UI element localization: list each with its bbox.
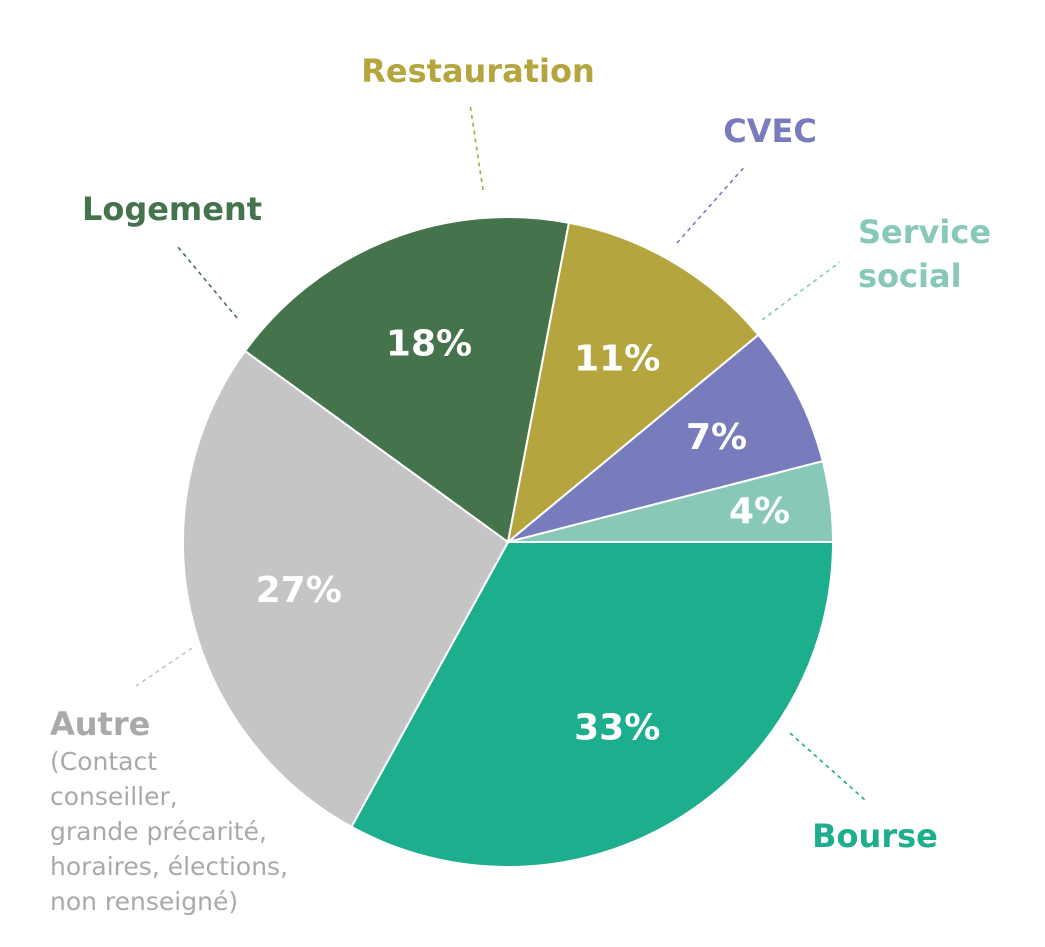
category-label-service-social-line-1: Service [858, 213, 991, 251]
leader-line-logement [177, 246, 238, 319]
category-label-service-social-line-2: social [858, 257, 962, 295]
pie-slice-service-social [507, 459, 835, 543]
category-label-restauration: Restauration [361, 52, 594, 90]
leader-line-service-social [761, 261, 841, 321]
autre-note-line-1: (Contact [50, 747, 157, 776]
autre-note-line-5: non renseigné) [50, 887, 238, 916]
percentage-label-bourse: 33% [574, 708, 660, 749]
pie-slice-cvec [507, 333, 825, 543]
autre-note-line-2: conseiller, [50, 782, 178, 811]
pie-slice-logement [243, 216, 571, 544]
pie-slice-autre [182, 349, 510, 829]
percentage-label-cvec: 7% [686, 417, 747, 458]
autre-note-line-3: grande précarité, [50, 817, 267, 846]
pie-slice-bourse [350, 541, 835, 868]
leader-line-autre [135, 647, 193, 687]
pie-slice-restauration [506, 221, 760, 545]
leader-line-cvec [676, 164, 747, 244]
category-label-autre: Autre [50, 705, 150, 743]
category-label-bourse: Bourse [812, 817, 938, 855]
leader-line-bourse [789, 732, 866, 801]
category-label-logement: Logement [82, 190, 262, 228]
leader-line-restauration [469, 103, 484, 191]
pie-slices [182, 216, 835, 868]
percentage-label-restauration: 11% [574, 338, 660, 379]
percentage-label-service-social: 4% [729, 491, 790, 532]
leader-lines [135, 103, 866, 801]
percentage-label-logement: 18% [386, 324, 472, 365]
percentage-labels: 33% 27% 18% 11% 7% 4% [256, 324, 790, 749]
autre-note-line-4: horaires, élections, [50, 852, 288, 881]
category-label-cvec: CVEC [723, 112, 817, 150]
percentage-label-autre: 27% [256, 570, 342, 611]
